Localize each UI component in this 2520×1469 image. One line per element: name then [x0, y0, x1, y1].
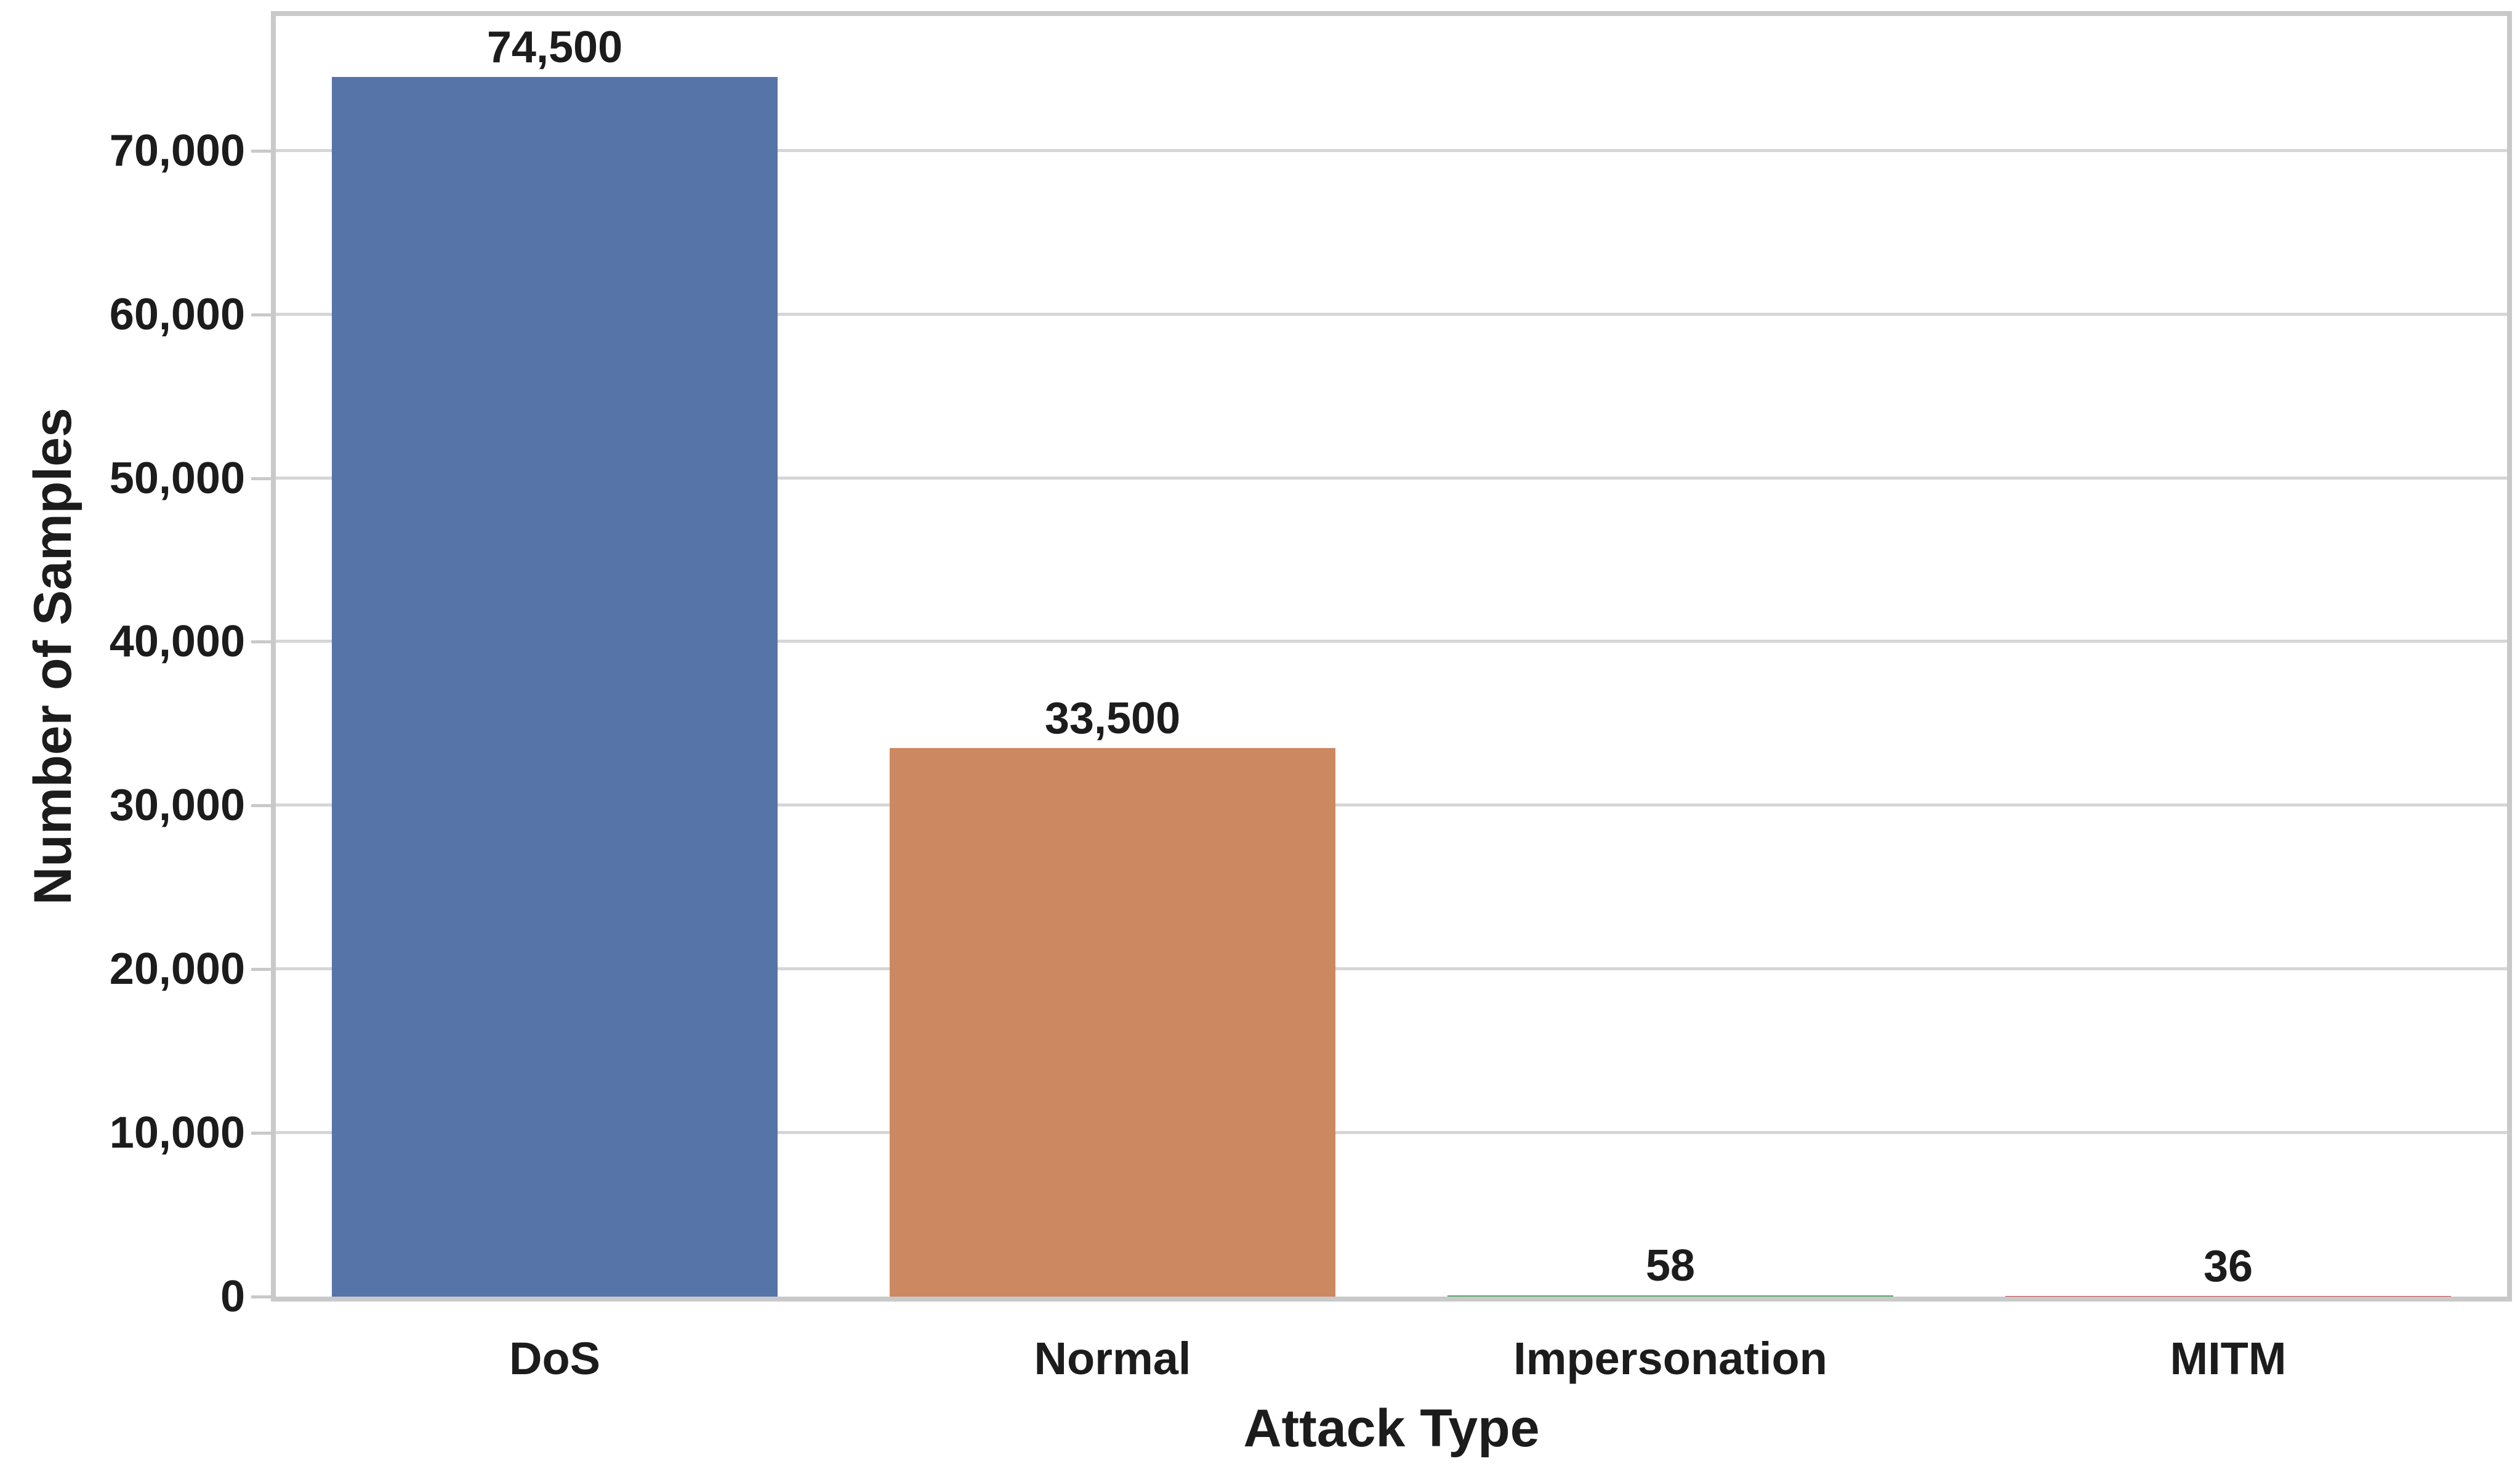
bar-value-label: 58: [1645, 1241, 1696, 1290]
bar-impersonation: [1447, 1295, 1894, 1297]
ytick-mark: [251, 1132, 271, 1135]
bar-mitm: [2005, 1296, 2452, 1297]
xtick-label-dos: DoS: [509, 1333, 600, 1384]
bar-value-label: 36: [2203, 1242, 2253, 1291]
bar-dos: [331, 77, 778, 1297]
ytick-label: 20,000: [109, 944, 245, 994]
ytick-mark: [251, 640, 271, 644]
xtick-label-mitm: MITM: [2170, 1333, 2287, 1384]
x-axis-label: Attack Type: [1243, 1399, 1540, 1458]
ytick-label: 40,000: [109, 617, 245, 667]
xtick-label-impersonation: Impersonation: [1513, 1333, 1827, 1384]
ytick-label: 30,000: [109, 781, 245, 831]
ytick-mark: [251, 477, 271, 480]
bar-value-label: 33,500: [1044, 694, 1181, 743]
ytick-label: 0: [220, 1272, 245, 1321]
bar-normal: [889, 748, 1336, 1297]
ytick-label: 10,000: [109, 1108, 245, 1158]
gridline-20,000: [276, 967, 2507, 971]
gridline-60,000: [276, 312, 2507, 316]
ytick-mark: [251, 804, 271, 808]
ytick-mark: [251, 149, 271, 153]
gridline-50,000: [276, 476, 2507, 480]
xtick-label-normal: Normal: [1034, 1333, 1191, 1384]
ytick-label: 50,000: [109, 453, 245, 503]
gridline-30,000: [276, 803, 2507, 807]
gridline-10,000: [276, 1131, 2507, 1135]
plot-area: 74,500 33,500 58 36: [271, 11, 2512, 1302]
gridline-70,000: [276, 148, 2507, 152]
gridline-40,000: [276, 640, 2507, 643]
y-axis-label: Number of Samples: [23, 408, 83, 905]
ytick-mark: [251, 968, 271, 972]
ytick-mark: [251, 313, 271, 316]
ytick-label: 70,000: [109, 126, 245, 175]
plot-inner: 74,500 33,500 58 36: [276, 16, 2507, 1297]
bar-value-label: 74,500: [486, 23, 623, 72]
ytick-mark: [251, 1295, 271, 1298]
ytick-label: 60,000: [109, 289, 245, 339]
